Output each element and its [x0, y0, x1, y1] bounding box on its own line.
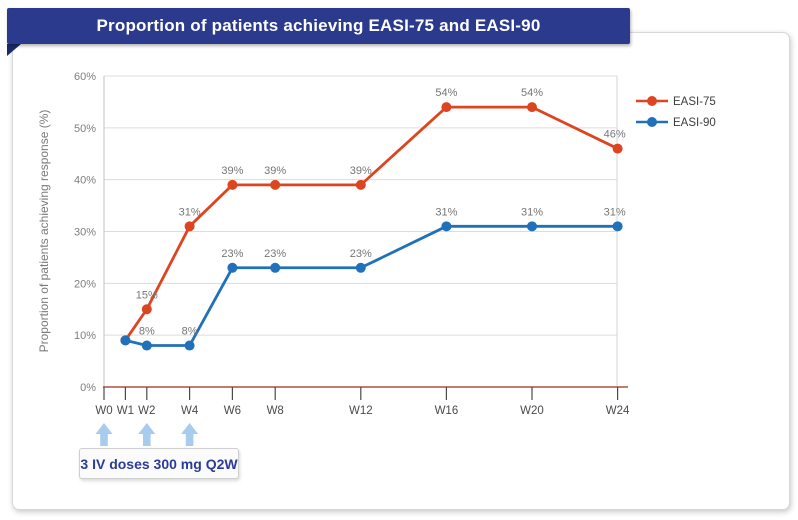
dose-annotation-label: 3 IV doses 300 mg Q2W [80, 455, 238, 472]
dose-arrow-icon [138, 423, 156, 446]
data-point-easi-90 [527, 221, 537, 232]
legend-marker-easi-90 [647, 117, 657, 127]
dose-annotation-box: 3 IV doses 300 mg Q2W [79, 448, 239, 479]
x-tick-label: W24 [606, 405, 630, 417]
data-label: 54% [435, 87, 457, 99]
x-tick-label: W0 [95, 405, 112, 417]
data-point-easi-75 [227, 179, 238, 190]
legend-label-easi-75: EASI-75 [673, 96, 716, 108]
data-label: 23% [264, 248, 286, 260]
data-label: 8% [182, 326, 198, 338]
data-point-easi-90 [270, 262, 281, 273]
data-point-easi-75 [184, 221, 195, 232]
y-tick-label: 40% [74, 175, 96, 187]
data-point-easi-75 [270, 179, 281, 190]
data-label: 31% [604, 206, 626, 218]
data-label: 39% [221, 165, 243, 177]
legend-marker-easi-75 [647, 96, 657, 106]
data-label: 39% [350, 165, 372, 177]
data-label: 46% [604, 129, 626, 141]
data-point-easi-75 [441, 102, 452, 113]
data-point-easi-75 [355, 179, 366, 190]
chart-title: Proportion of patients achieving EASI-75… [96, 16, 541, 35]
x-tick-label: W20 [520, 405, 544, 417]
dose-arrow-icon [181, 423, 199, 446]
legend-label-easi-90: EASI-90 [673, 117, 716, 129]
y-tick-label: 30% [74, 227, 96, 239]
y-tick-label: 60% [74, 71, 96, 83]
x-tick-label: W12 [349, 405, 373, 417]
y-tick-label: 10% [74, 330, 96, 342]
data-point-easi-75 [612, 143, 623, 154]
data-label: 39% [264, 165, 286, 177]
data-point-easi-90 [441, 221, 452, 232]
data-point-easi-90 [141, 340, 152, 351]
x-tick-label: W8 [267, 405, 284, 417]
dose-arrow-icon [95, 423, 113, 446]
data-label: 31% [179, 206, 201, 218]
data-point-easi-90 [120, 335, 131, 346]
x-tick-label: W16 [435, 405, 459, 417]
data-point-easi-75 [527, 102, 537, 113]
series-line-easi-90 [125, 224, 618, 347]
y-tick-label: 0% [80, 382, 96, 394]
x-tick-label: W1 [117, 405, 134, 417]
data-label: 54% [521, 87, 543, 99]
x-tick-label: W6 [224, 405, 241, 417]
data-point-easi-75 [141, 304, 152, 315]
data-point-easi-90 [355, 262, 366, 273]
data-label: 31% [521, 206, 543, 218]
series-line-easi-75 [124, 105, 619, 342]
y-tick-label: 20% [74, 278, 96, 290]
data-point-easi-90 [184, 340, 195, 351]
data-label: 31% [435, 206, 457, 218]
banner-fold [7, 44, 21, 56]
data-label: 23% [221, 248, 243, 260]
data-label: 23% [350, 248, 372, 260]
data-label: 8% [139, 326, 155, 338]
data-point-easi-90 [612, 221, 623, 232]
data-label: 15% [136, 289, 158, 301]
title-banner: Proportion of patients achieving EASI-75… [7, 8, 630, 44]
x-tick-label: W2 [138, 405, 155, 417]
data-point-easi-90 [227, 262, 238, 273]
x-tick-label: W4 [181, 405, 199, 417]
y-tick-label: 50% [74, 123, 96, 135]
